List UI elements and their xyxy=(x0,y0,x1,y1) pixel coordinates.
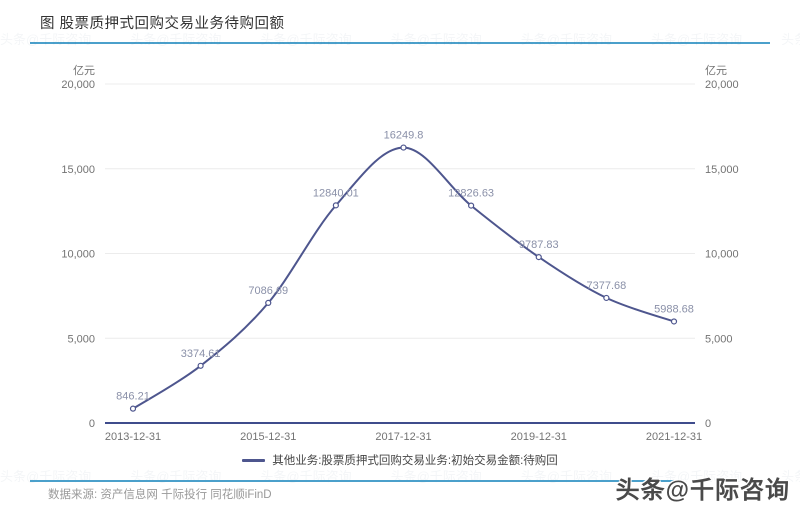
data-point-marker xyxy=(265,299,272,306)
y-tick-label-left: 5,000 xyxy=(67,333,95,345)
y-tick-label-right: 0 xyxy=(705,418,711,430)
legend-line-marker xyxy=(242,458,266,462)
y-tick-label-right: 5,000 xyxy=(705,333,733,345)
data-point-label: 3374.61 xyxy=(181,348,221,360)
data-point-marker xyxy=(535,253,542,261)
data-point-marker xyxy=(129,405,137,412)
data-point-label: 9787.83 xyxy=(519,239,559,251)
y-axis-unit-left: 亿元 xyxy=(73,64,95,77)
y-tick-label-right: 20,000 xyxy=(705,79,739,91)
data-point-marker xyxy=(468,202,475,209)
line-chart: 0 0 5,000 5,000 10,000 10,000 15,000 15,000 20,0… xyxy=(61,64,739,443)
chart-title: 图 股票质押式回购交易业务待购回额 xyxy=(40,16,285,32)
data-point-marker xyxy=(603,294,610,302)
data-point-marker xyxy=(400,144,407,151)
data-point-label: 846.21 xyxy=(116,391,150,403)
data-point-label: 5988.68 xyxy=(654,303,694,315)
top-divider xyxy=(30,42,770,44)
data-point-label: 12826.63 xyxy=(448,188,494,200)
chart-area: 0 0 5,000 5,000 10,000 10,000 15,000 15,000 20,0… xyxy=(0,50,800,450)
data-point-marker xyxy=(197,362,204,369)
data-point-label: 12840.01 xyxy=(313,187,359,199)
data-point-label: 16249.8 xyxy=(384,130,424,142)
legend-label: 其他业务:股票质押式回购交易业务:初始交易金额:待购回 xyxy=(272,455,558,467)
x-tick-label: 2015-12-31 xyxy=(240,431,296,443)
chart-legend[interactable]: 其他业务:股票质押式回购交易业务:初始交易金额:待购回 xyxy=(0,452,800,468)
data-point-label: 7377.68 xyxy=(586,280,626,292)
bottom-divider xyxy=(30,480,678,482)
x-tick-label: 2013-12-31 xyxy=(105,431,161,443)
y-tick-label-left: 20,000 xyxy=(61,79,95,91)
y-tick-label-right: 10,000 xyxy=(705,249,739,261)
data-point-marker xyxy=(332,202,339,209)
y-tick-label-right: 15,000 xyxy=(705,164,739,176)
x-tick-label: 2017-12-31 xyxy=(375,431,431,443)
y-tick-label-left: 15,000 xyxy=(61,164,95,176)
x-tick-label: 2021-12-31 xyxy=(646,431,702,443)
x-tick-label: 2019-12-31 xyxy=(511,431,567,443)
data-source-text: 数据来源: 资产信息网 千际投行 同花顺iFinD xyxy=(48,489,272,501)
y-tick-label-left: 10,000 xyxy=(61,249,95,261)
data-point-marker xyxy=(670,318,678,325)
y-axis-unit-right: 亿元 xyxy=(705,64,727,77)
data-point-label: 7086.69 xyxy=(248,285,288,297)
watermark-text: 头条@千际咨询 xyxy=(615,477,790,504)
y-tick-label-left: 0 xyxy=(89,418,95,430)
series-line xyxy=(132,146,675,410)
